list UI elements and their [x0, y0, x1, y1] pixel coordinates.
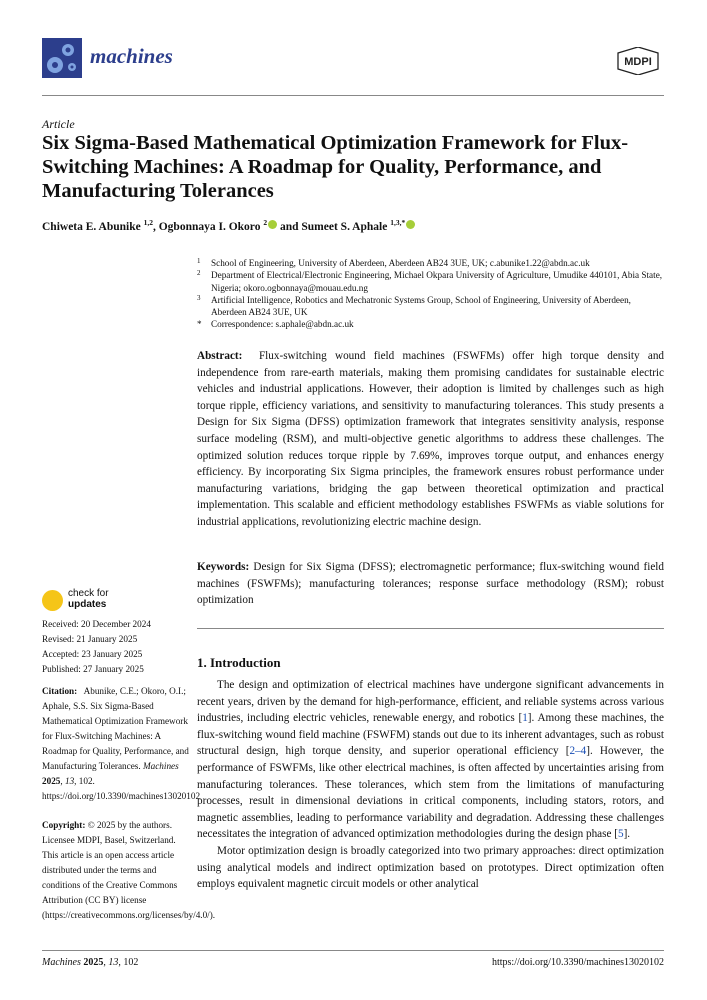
affiliation: 1 School of Engineering, University of Ab… — [197, 257, 590, 268]
citation-block: Citation: Abunike, C.E.; Okoro, O.I.; Ap… — [42, 686, 201, 801]
correspondence: * Correspondence: s.aphale@abdn.ac.uk — [197, 319, 354, 330]
publication-dates: Received: 20 December 2024 Revised: 21 Ja… — [42, 619, 151, 674]
citation-link[interactable]: 1 — [522, 712, 528, 725]
keywords: Keywords: Design for Six Sigma (DFSS); e… — [197, 561, 664, 607]
orcid-icon[interactable] — [268, 219, 278, 229]
copyright-block: Copyright: © 2025 by the authors. Licens… — [42, 820, 216, 920]
divider — [197, 628, 664, 629]
header-divider — [42, 95, 664, 96]
affiliation: 2 Department of Electrical/Electronic Eng… — [197, 269, 663, 293]
author: Ogbonnaya I. Okoro — [158, 220, 261, 233]
author: Chiweta E. Abunike — [42, 220, 141, 233]
orcid-icon[interactable] — [406, 219, 416, 229]
abstract: Abstract: Flux-switching wound field mac… — [197, 350, 665, 528]
paragraph: Motor optimization design is broadly cat… — [197, 844, 664, 891]
svg-text:MDPI: MDPI — [624, 56, 652, 68]
article-type: Article — [42, 117, 75, 131]
footer-doi-link[interactable]: https://doi.org/10.3390/machines13020102 — [491, 957, 664, 968]
citation-link[interactable]: 5 — [617, 828, 624, 841]
checkmark-icon — [42, 590, 63, 611]
affiliation: 3 Artificial Intelligence, Robotics and M… — [197, 293, 631, 318]
author-list: Chiweta E. Abunike 1,2, Ogbonnaya I. Oko… — [42, 218, 416, 233]
paragraph: The design and optimization of electrica… — [197, 679, 664, 841]
author: Sumeet S. Aphale — [301, 220, 388, 233]
paper-title: Six Sigma-Based Mathematical Optimizatio… — [42, 132, 629, 202]
journal-name: machines — [90, 44, 173, 68]
journal-logo — [42, 38, 82, 78]
citation-link[interactable]: 2–4 — [569, 745, 587, 758]
section-heading: 1. Introduction — [197, 655, 281, 670]
section-body: The design and optimization of electrica… — [197, 677, 664, 893]
footer-citation: Machines 2025, 13, 102 — [42, 957, 139, 968]
mdpi-logo: MDPI — [614, 46, 662, 76]
footer-divider — [42, 950, 664, 951]
affiliations: 1 School of Engineering, University of Ab… — [197, 257, 667, 331]
